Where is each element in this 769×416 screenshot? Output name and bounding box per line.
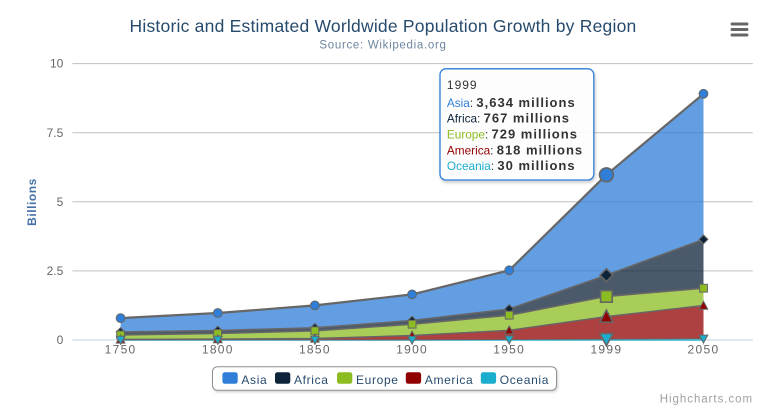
svg-text:Europe: 729 millions: Europe: 729 millions	[447, 126, 578, 141]
svg-text:2050: 2050	[688, 343, 720, 357]
svg-text:1900: 1900	[396, 343, 428, 357]
svg-text:1800: 1800	[202, 343, 234, 357]
svg-text:Oceania: 30 millions: Oceania: 30 millions	[447, 158, 576, 173]
svg-text:1999: 1999	[590, 343, 622, 357]
svg-text:Asia: 3,634 millions: Asia: 3,634 millions	[447, 95, 576, 110]
svg-text:Source: Wikipedia.org: Source: Wikipedia.org	[319, 40, 446, 52]
svg-text:Oceania: Oceania	[500, 373, 549, 387]
svg-text:7.5: 7.5	[47, 126, 64, 140]
svg-text:Africa: 767 millions: Africa: 767 millions	[447, 111, 570, 126]
svg-text:1950: 1950	[493, 343, 525, 357]
svg-text:1999: 1999	[447, 78, 478, 92]
svg-text:Europe: Europe	[356, 373, 399, 387]
svg-text:10: 10	[50, 57, 64, 71]
svg-text:1750: 1750	[105, 343, 137, 357]
svg-text:Billions: Billions	[25, 178, 39, 226]
svg-text:Highcharts.com: Highcharts.com	[660, 393, 753, 405]
svg-text:Africa: Africa	[294, 373, 329, 387]
svg-text:Asia: Asia	[241, 373, 267, 387]
svg-text:0: 0	[57, 333, 64, 347]
svg-text:Historic and Estimated Worldwi: Historic and Estimated Worldwide Populat…	[129, 16, 636, 36]
svg-text:1850: 1850	[299, 343, 331, 357]
svg-text:2.5: 2.5	[47, 264, 64, 278]
svg-text:5: 5	[57, 195, 64, 209]
svg-text:America: 818 millions: America: 818 millions	[447, 142, 583, 157]
svg-text:America: America	[425, 373, 474, 387]
